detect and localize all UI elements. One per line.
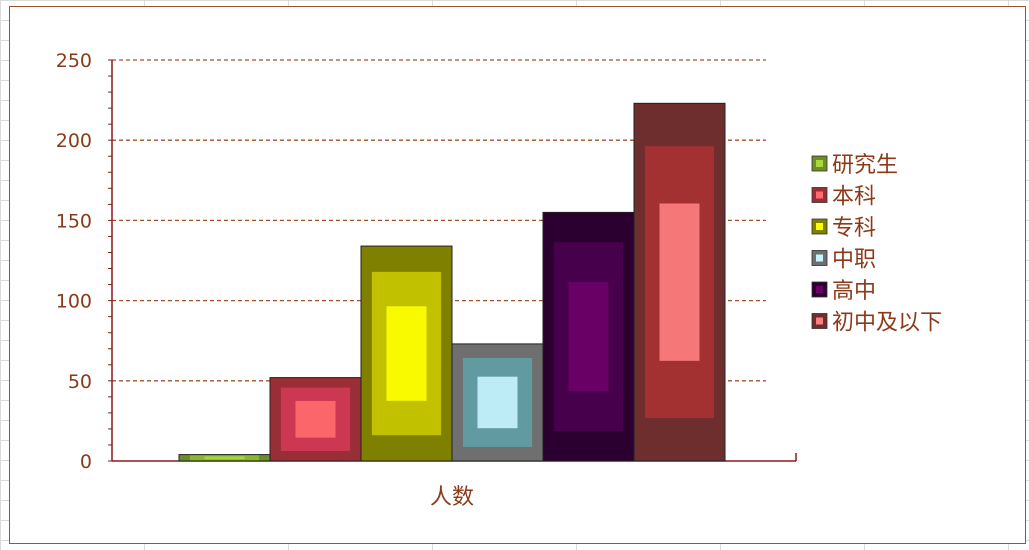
bar-6-shade-2 xyxy=(659,203,700,361)
y-tick-label: 150 xyxy=(56,210,92,232)
legend-label-6: 初中及以下 xyxy=(832,311,942,336)
legend-label-1: 研究生 xyxy=(832,153,898,178)
y-tick-label: 250 xyxy=(56,50,92,72)
y-tick-label: 100 xyxy=(56,291,92,313)
bar-2-shade-2 xyxy=(295,400,336,438)
legend-swatch-inner-5 xyxy=(816,286,823,293)
legend-swatch-inner-1 xyxy=(816,160,823,167)
legend-swatch-inner-3 xyxy=(816,223,823,230)
legend-swatch-inner-2 xyxy=(816,191,823,199)
y-tick-label: 200 xyxy=(56,130,92,152)
legend-label-4: 中职 xyxy=(832,248,876,273)
bar-3-shade-2 xyxy=(386,306,427,401)
legend-label-2: 本科 xyxy=(832,185,876,210)
legend-swatch-inner-4 xyxy=(816,254,823,262)
y-tick-label: 0 xyxy=(80,451,92,473)
legend-swatch-inner-6 xyxy=(816,317,823,325)
y-tick-label: 50 xyxy=(68,371,92,393)
bar-1-shade-2 xyxy=(204,456,245,460)
legend-label-5: 高中 xyxy=(832,279,876,304)
bar-4-shade-2 xyxy=(477,376,518,429)
bar-5-shade-2 xyxy=(568,281,609,392)
x-category-label: 人数 xyxy=(430,485,474,510)
legend-label-3: 专科 xyxy=(832,216,876,241)
